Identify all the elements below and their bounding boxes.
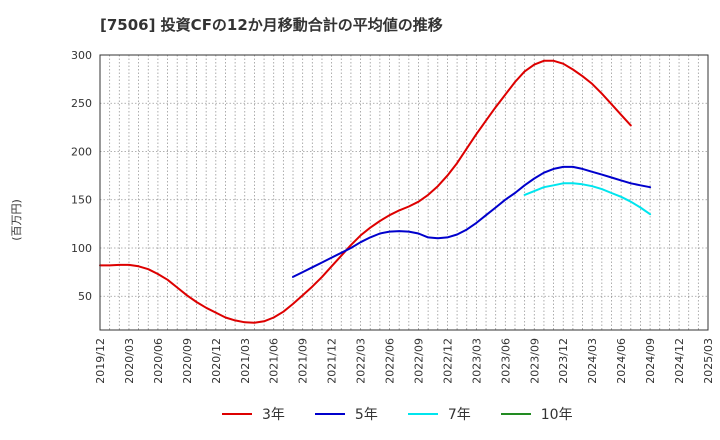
y-tick-labels: 50 100 150 200 250 300 — [71, 49, 92, 303]
x-tick-label: 2021/12 — [326, 338, 339, 384]
x-tick-label: 2024/12 — [673, 338, 686, 384]
x-tick-label: 2019/12 — [94, 338, 107, 384]
y-tick-label: 300 — [71, 49, 92, 62]
x-tick-label: 2021/03 — [239, 338, 252, 384]
x-tick-label: 2021/06 — [268, 338, 281, 384]
x-tick-label: 2025/03 — [702, 338, 715, 384]
x-tick-label: 2020/09 — [181, 338, 194, 384]
x-tick-label: 2023/12 — [557, 338, 570, 384]
legend-swatch — [222, 413, 252, 415]
x-tick-label: 2022/12 — [441, 338, 454, 384]
legend: 3年 5年 7年 10年 — [222, 404, 603, 424]
legend-label: 5年 — [354, 407, 378, 423]
series-line-3年 — [99, 59, 632, 324]
series-layer — [99, 59, 652, 324]
y-tick-label: 50 — [78, 290, 92, 303]
x-tick-label: 2023/03 — [470, 338, 483, 384]
y-tick-label: 150 — [71, 194, 92, 207]
legend-item: 7年 — [407, 404, 471, 424]
x-tick-label: 2022/09 — [412, 338, 425, 384]
legend-swatch — [500, 413, 531, 415]
legend-item: 3年 — [222, 404, 285, 424]
y-tick-label: 250 — [71, 97, 92, 110]
legend-item: 5年 — [314, 404, 378, 424]
legend-swatch — [314, 413, 345, 415]
x-tick-label: 2022/06 — [384, 338, 397, 384]
legend-label: 3年 — [262, 407, 285, 423]
legend-label: 10年 — [540, 407, 573, 423]
x-tick-label: 2024/06 — [615, 338, 628, 384]
series-line-7年 — [523, 182, 652, 216]
y-tick-label: 100 — [71, 242, 92, 255]
chart-title: [7506] 投資CFの12か月移動合計の平均値の推移 — [100, 16, 443, 34]
x-tick-labels: 2019/12 2020/03 2020/06 2020/09 2020/12 2021/… — [94, 338, 715, 384]
legend-item: 10年 — [500, 404, 573, 424]
x-tick-label: 2023/09 — [528, 338, 541, 384]
legend-swatch — [407, 413, 438, 415]
x-tick-label: 2020/03 — [123, 338, 136, 384]
y-tick-label: 200 — [71, 145, 92, 158]
x-tick-label: 2024/03 — [586, 338, 599, 384]
series-line-5年 — [292, 165, 652, 278]
x-tick-label: 2022/03 — [355, 338, 368, 384]
legend-label: 7年 — [447, 407, 471, 423]
x-tick-label: 2020/06 — [152, 338, 165, 384]
x-tick-label: 2020/12 — [210, 338, 223, 384]
grid-layer — [100, 54, 708, 330]
x-tick-label: 2023/06 — [499, 338, 512, 384]
x-tick-label: 2024/09 — [644, 338, 657, 384]
plot-frame — [99, 54, 709, 331]
x-tick-label: 2021/09 — [297, 338, 310, 384]
